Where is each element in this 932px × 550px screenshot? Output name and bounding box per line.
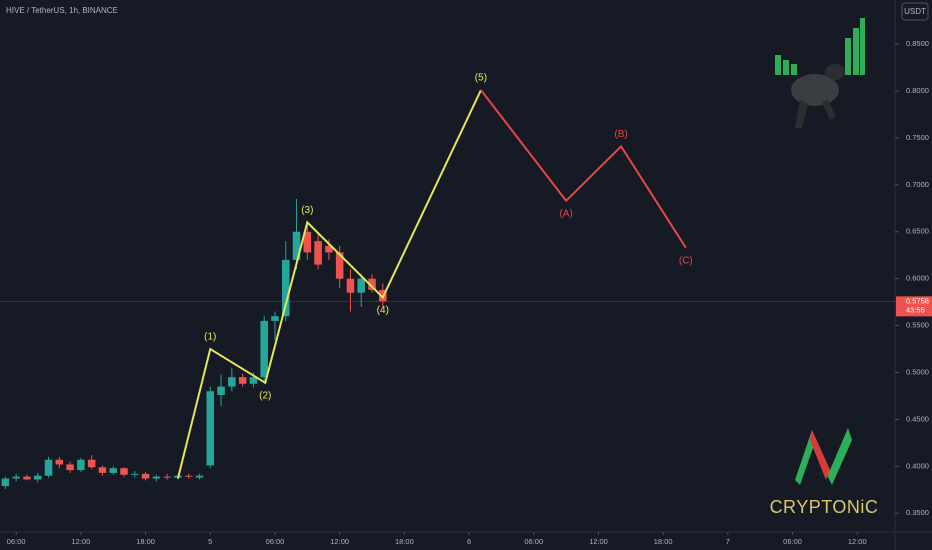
candle-body [303,231,312,253]
logo-text: CRYPTONiC [770,497,879,517]
candle-body [314,241,322,265]
currency: USDT [904,7,926,16]
candle-body [271,316,279,321]
x-tick-label: 18:00 [395,537,414,546]
candle-body [66,464,74,471]
candle-body [292,231,301,260]
candle-body [12,476,20,479]
y-tick-label: 0.6000 [906,274,929,283]
candle-body [141,473,150,479]
x-tick-label: 06:00 [7,537,26,546]
candle-body [325,245,333,253]
wave-line [480,89,687,249]
candle-body [249,377,258,384]
x-tick-label: 12:00 [330,537,349,546]
price-label-box [896,296,932,317]
candle-body [335,252,344,279]
x-tick-label: 12:00 [848,537,867,546]
candle-body [184,475,193,477]
y-tick-label: 0.8500 [906,39,929,48]
candle-body [346,278,355,293]
candle-body [238,377,247,384]
candle-body [109,468,117,473]
candle-body [44,459,53,476]
candle-body [98,467,107,473]
wave-label: (2) [259,390,271,401]
candle-body [163,476,171,478]
x-tick-label: 12:00 [71,537,90,546]
candle-body [228,377,236,387]
wave-label: (B) [614,129,627,140]
wave-label: (A) [559,208,572,219]
x-tick-label: 18:00 [654,537,673,546]
x-tick-label: 06:00 [524,537,543,546]
x-tick-label: 12:00 [589,537,608,546]
wave-line [176,89,482,479]
candle-body [87,459,96,468]
x-tick-label: 7 [726,537,730,546]
candle-body [55,459,64,465]
y-tick-label: 0.6500 [906,227,929,236]
y-tick-label: 0.4500 [906,414,929,423]
candle-body [120,468,128,475]
y-tick-label: 0.7000 [906,180,929,189]
candle-body [1,478,10,487]
y-tick-label: 0.4000 [906,461,929,470]
y-tick-label: 0.7500 [906,133,929,142]
chart-title: HIVE / TetherUS, 1h, BINANCE [6,6,118,15]
wave-label: (4) [377,305,389,316]
candle-body [368,278,376,290]
candle-body [77,459,85,471]
candle-body [281,259,290,317]
currency-box [901,2,929,21]
x-tick-label: 6 [467,537,471,546]
bull-logo [775,18,865,128]
cryptonic-logo [795,428,852,485]
x-tick-label: 06:00 [783,537,802,546]
countdown: 43:55 [906,305,925,314]
candle-body [217,386,225,396]
candle-body [206,391,215,466]
x-tick-label: 5 [208,537,212,546]
wave-label: (C) [679,255,693,266]
candle-body [260,320,268,378]
candle-body [23,476,31,480]
candle-body [131,473,139,475]
y-tick-label: 0.3500 [906,508,929,517]
wave-label: (5) [475,73,487,84]
x-tick-label: 06:00 [266,537,285,546]
x-tick-label: 18:00 [136,537,155,546]
y-tick-label: 0.8000 [906,86,929,95]
wave-label: (3) [301,205,313,216]
wave-label: (1) [204,332,216,343]
candle-body [195,475,204,478]
candle-body [33,475,42,480]
candle-body [357,278,366,293]
price-label: 0.5758 [906,296,929,305]
y-tick-label: 0.5500 [906,321,929,330]
candle-body [152,476,161,479]
y-tick-label: 0.5000 [906,367,929,376]
